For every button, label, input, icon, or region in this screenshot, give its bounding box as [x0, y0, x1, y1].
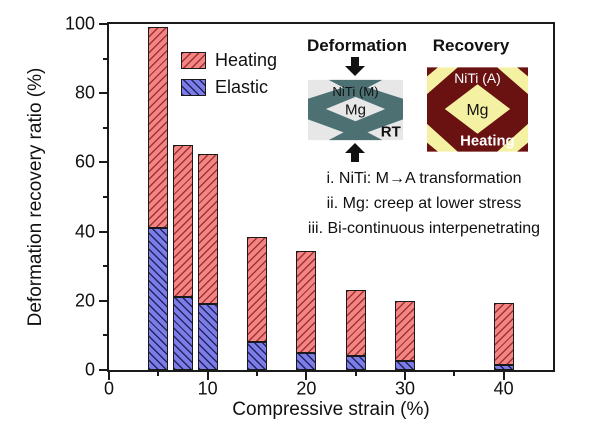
legend-item-elastic: Elastic [181, 78, 277, 96]
x-tick-label: 40 [493, 378, 514, 399]
bar-segment-heating [173, 145, 193, 298]
bar-segment-elastic [493, 364, 514, 370]
bar-segment-elastic [345, 356, 366, 370]
legend-swatch-heating [181, 51, 206, 69]
x-tick-major [108, 372, 110, 380]
x-tick-major [404, 372, 406, 380]
bar-segment-heating [395, 300, 415, 362]
bar-segment-heating [296, 250, 317, 353]
x-tick-label: 0 [103, 378, 115, 399]
x-tick-label: 10 [197, 378, 218, 399]
x-tick-minor [354, 372, 357, 376]
deformation-condition-label: RT [381, 123, 402, 140]
x-tick-minor [157, 372, 160, 376]
mechanism-notes: i. NiTi: M→A transformation ii. Mg: cree… [259, 166, 589, 241]
y-tick-minor [103, 265, 107, 268]
y-tick-major [99, 23, 107, 25]
mechanism-note-1: i. NiTi: M→A transformation [326, 170, 522, 187]
bar-segment-heating [345, 290, 366, 357]
bar-segment-heating [493, 302, 514, 365]
deformation-core-label: Mg [345, 102, 366, 119]
y-tick-major [99, 92, 107, 95]
y-tick-major [99, 161, 107, 164]
legend-item-heating: Heating [181, 51, 277, 69]
y-tick-label: 100 [64, 13, 95, 34]
x-tick-major [305, 372, 308, 380]
x-tick-major [206, 372, 209, 380]
bar-segment-elastic [197, 304, 218, 370]
compression-down-arrow-icon [345, 57, 365, 76]
y-tick-minor [103, 334, 107, 337]
bar-segment-heating [247, 236, 267, 343]
legend-label-heating: Heating [215, 50, 278, 70]
bar-segment-heating [148, 27, 169, 229]
bar-segment-elastic [296, 352, 317, 370]
recovery-condition-label: Heating [460, 134, 514, 150]
recovery-core-label: Mg [467, 102, 489, 119]
y-tick-label: 20 [74, 290, 95, 311]
legend: Heating Elastic [181, 51, 277, 105]
inset-title-deformation: Deformation [306, 36, 408, 55]
compression-up-arrow-icon [345, 143, 365, 162]
mechanism-note-2: ii. Mg: creep at lower stress [326, 195, 522, 212]
y-tick-major [99, 369, 107, 371]
y-tick-minor [103, 196, 107, 198]
plot-area: Heating Elastic Deformation Recovery NiT… [65, 14, 553, 399]
legend-swatch-elastic [181, 78, 206, 96]
deformation-schematic: NiTi (M) Mg RT [308, 79, 403, 140]
y-tick-major [99, 299, 107, 302]
y-tick-label: 0 [84, 359, 95, 380]
y-axis-title: Deformation recovery ratio (%) [25, 67, 46, 327]
x-tick-minor [453, 372, 456, 376]
recovery-schematic: NiTi (A) Mg Heating [427, 67, 528, 152]
y-tick-label: 80 [74, 82, 95, 103]
mechanism-note-3: iii. Bi-continuous interpenetrating [307, 220, 541, 237]
bar-segment-heating [197, 153, 218, 305]
x-tick-label: 20 [296, 378, 317, 399]
bar-segment-elastic [247, 342, 267, 370]
x-tick-major [502, 372, 505, 380]
bar-segment-elastic [395, 361, 415, 370]
y-tick-minor [103, 126, 107, 129]
bar-segment-elastic [148, 228, 169, 370]
x-axis-title: Compressive strain (%) [232, 399, 430, 420]
x-tick-minor [256, 372, 258, 376]
y-tick-minor [103, 57, 107, 60]
inset-title-recovery: Recovery [432, 36, 510, 55]
recovery-phase-label: NiTi (A) [454, 70, 500, 86]
deformation-phase-label: NiTi (M) [332, 84, 378, 99]
x-tick-label: 30 [394, 378, 416, 399]
y-tick-label: 40 [74, 221, 95, 242]
bar-segment-elastic [173, 297, 193, 370]
y-tick-major [99, 230, 107, 233]
y-tick-label: 60 [74, 151, 95, 172]
legend-label-elastic: Elastic [215, 77, 269, 97]
